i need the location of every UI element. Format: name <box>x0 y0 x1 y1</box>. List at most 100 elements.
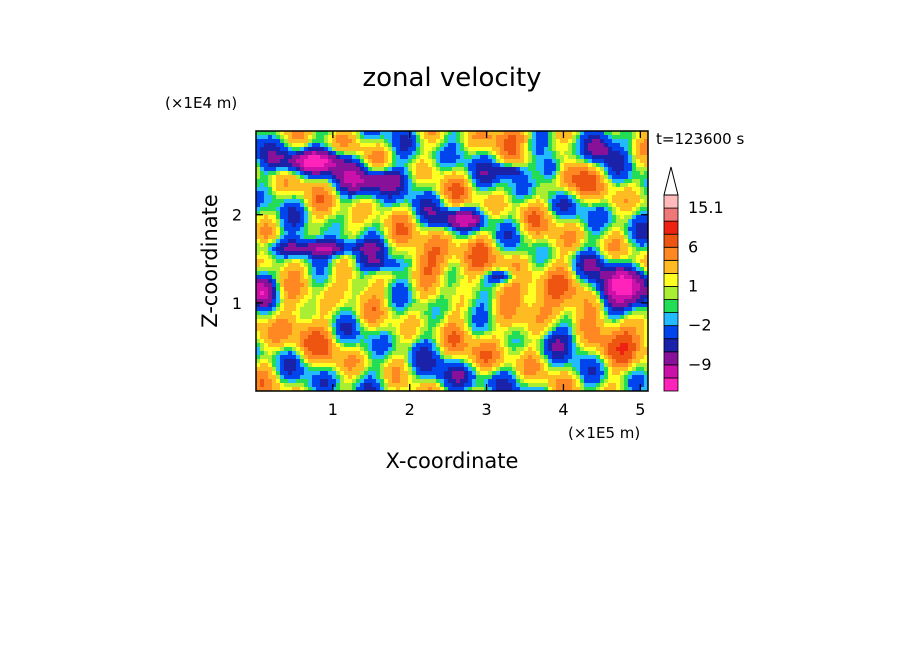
field-cell <box>580 155 585 160</box>
field-cell <box>460 187 465 192</box>
field-cell <box>532 227 537 232</box>
field-cell <box>560 187 565 192</box>
field-cell <box>260 239 265 244</box>
field-cell <box>476 147 481 152</box>
field-cell <box>348 215 353 220</box>
field-cell <box>544 319 549 324</box>
field-cell <box>288 163 293 168</box>
field-cell <box>428 331 433 336</box>
field-cell <box>348 167 353 172</box>
field-cell <box>304 203 309 208</box>
field-cell <box>456 167 461 172</box>
field-cell <box>520 267 525 272</box>
field-cell <box>540 307 545 312</box>
field-cell <box>292 215 297 220</box>
field-cell <box>556 295 561 300</box>
field-cell <box>496 203 501 208</box>
field-cell <box>528 299 533 304</box>
field-cell <box>492 295 497 300</box>
field-cell <box>428 299 433 304</box>
field-cell <box>388 275 393 280</box>
field-cell <box>304 131 309 136</box>
field-cell <box>488 163 493 168</box>
field-cell <box>520 183 525 188</box>
field-cell <box>364 187 369 192</box>
field-cell <box>636 223 641 228</box>
field-cell <box>464 219 469 224</box>
field-cell <box>408 195 413 200</box>
field-cell <box>324 299 329 304</box>
field-cell <box>548 251 553 256</box>
field-cell <box>608 271 613 276</box>
field-cell <box>428 247 433 252</box>
field-cell <box>588 263 593 268</box>
field-cell <box>412 175 417 180</box>
field-cell <box>312 307 317 312</box>
field-cell <box>496 271 501 276</box>
field-cell <box>532 175 537 180</box>
field-cell <box>540 147 545 152</box>
field-cell <box>268 267 273 272</box>
field-cell <box>404 307 409 312</box>
field-cell <box>276 139 281 144</box>
field-cell <box>620 151 625 156</box>
field-cell <box>472 319 477 324</box>
field-cell <box>344 175 349 180</box>
field-cell <box>464 143 469 148</box>
field-cell <box>272 175 277 180</box>
field-cell <box>556 319 561 324</box>
field-cell <box>372 187 377 192</box>
field-cell <box>640 135 645 140</box>
field-cell <box>596 203 601 208</box>
field-cell <box>376 243 381 248</box>
field-cell <box>580 171 585 176</box>
field-cell <box>460 283 465 288</box>
field-cell <box>460 311 465 316</box>
field-cell <box>600 291 605 296</box>
field-cell <box>500 307 505 312</box>
field-cell <box>324 331 329 336</box>
field-cell <box>288 203 293 208</box>
field-cell <box>592 159 597 164</box>
field-cell <box>556 179 561 184</box>
field-cell <box>448 251 453 256</box>
field-cell <box>388 215 393 220</box>
field-cell <box>340 211 345 216</box>
field-cell <box>628 195 633 200</box>
field-cell <box>444 311 449 316</box>
field-cell <box>552 267 557 272</box>
field-cell <box>292 227 297 232</box>
field-cell <box>480 267 485 272</box>
field-cell <box>292 147 297 152</box>
field-cell <box>292 311 297 316</box>
field-cell <box>576 135 581 140</box>
field-cell <box>476 219 481 224</box>
field-cell <box>328 139 333 144</box>
field-cell <box>604 155 609 160</box>
field-cell <box>512 179 517 184</box>
field-cell <box>352 151 357 156</box>
field-cell <box>528 303 533 308</box>
field-cell <box>552 251 557 256</box>
field-cell <box>472 167 477 172</box>
field-cell <box>432 311 437 316</box>
field-cell <box>328 275 333 280</box>
field-cell <box>632 195 637 200</box>
field-cell <box>344 239 349 244</box>
field-cell <box>568 275 573 280</box>
field-cell <box>564 247 569 252</box>
field-cell <box>612 143 617 148</box>
field-cell <box>460 327 465 332</box>
field-cell <box>372 299 377 304</box>
field-cell <box>488 287 493 292</box>
field-cell <box>492 299 497 304</box>
field-cell <box>264 251 269 256</box>
field-cell <box>440 207 445 212</box>
field-cell <box>388 239 393 244</box>
field-cell <box>424 299 429 304</box>
field-cell <box>520 251 525 256</box>
field-cell <box>616 307 621 312</box>
field-cell <box>496 307 501 312</box>
field-cell <box>256 251 261 256</box>
field-cell <box>616 203 621 208</box>
